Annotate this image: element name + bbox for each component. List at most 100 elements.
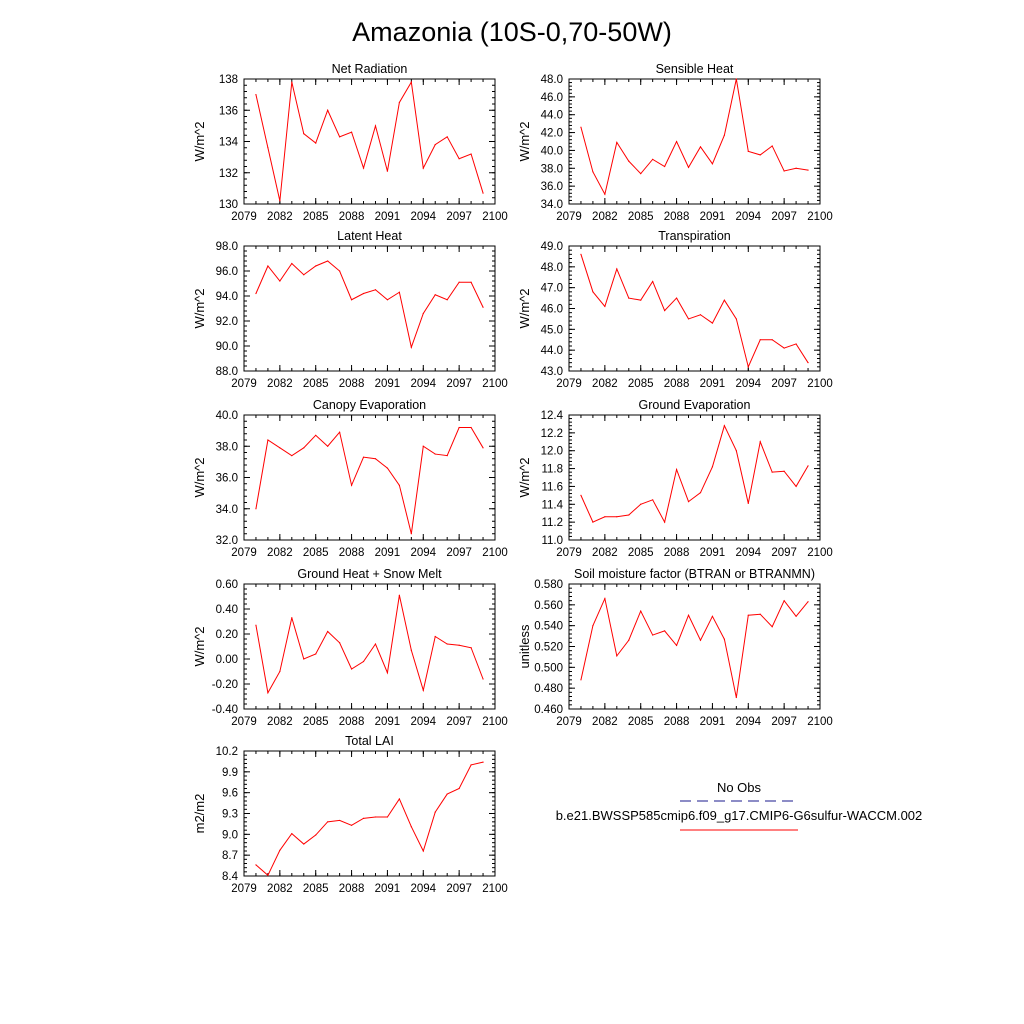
figure-title: Amazonia (10S-0,70-50W) <box>352 17 672 47</box>
data-point <box>482 447 484 449</box>
x-tick-label: 2088 <box>664 716 690 728</box>
x-tick-label: 2079 <box>556 378 582 390</box>
y-tick-label: 34.0 <box>216 504 238 516</box>
data-point <box>315 653 317 655</box>
plot-frame <box>243 245 496 372</box>
data-point <box>711 466 714 468</box>
data-point <box>410 826 412 828</box>
data-point <box>267 147 269 149</box>
data-point <box>735 450 737 452</box>
x-tick-label: 2100 <box>807 211 833 223</box>
x-tick-label: 2097 <box>771 211 797 223</box>
data-point <box>458 281 460 283</box>
data-point <box>640 503 642 505</box>
data-point <box>386 170 389 172</box>
x-tick-label: 2079 <box>556 211 582 223</box>
data-point <box>795 167 797 169</box>
y-tick-label: 0.20 <box>216 629 238 641</box>
y-tick-label: 130 <box>219 199 238 211</box>
x-tick-label: 2094 <box>410 211 436 223</box>
y-tick-label: -0.40 <box>212 704 238 716</box>
y-tick-label: 0.500 <box>534 662 563 674</box>
data-point <box>327 630 329 633</box>
data-point <box>604 516 606 518</box>
data-point <box>434 294 436 296</box>
x-tick-label: 2100 <box>807 716 833 728</box>
data-point <box>616 655 618 657</box>
x-tick-label: 2079 <box>556 716 582 728</box>
data-point <box>699 492 702 494</box>
y-tick-label: 96.0 <box>216 266 238 278</box>
x-tick-label: 2091 <box>700 716 726 728</box>
data-point <box>759 339 761 341</box>
y-axis-label: W/m^2 <box>192 457 207 497</box>
data-point <box>315 142 317 144</box>
data-point <box>362 456 365 458</box>
y-tick-label: 38.0 <box>541 163 563 175</box>
data-point <box>255 508 257 510</box>
data-point <box>675 468 678 471</box>
data-point <box>350 824 353 826</box>
data-point <box>616 141 618 143</box>
x-tick-label: 2085 <box>628 716 654 728</box>
x-tick-label: 2088 <box>339 211 365 223</box>
x-tick-label: 2082 <box>592 547 618 559</box>
data-point <box>604 597 606 600</box>
data-point <box>652 499 654 501</box>
data-point <box>482 761 484 763</box>
data-point <box>759 441 761 443</box>
panel-total-lai: 2079 2082 2085 2088 2091 2094 2097 2100 8.4 8.7 9.… <box>192 734 508 895</box>
y-tick-label: 36.0 <box>541 181 563 193</box>
data-point <box>422 312 424 315</box>
y-tick-label: 0.460 <box>534 704 563 716</box>
x-tick-label: 2100 <box>807 378 833 390</box>
data-point <box>303 658 305 660</box>
data-point <box>267 265 269 267</box>
data-point <box>687 166 690 168</box>
data-point <box>664 309 666 312</box>
x-tick-label: 2088 <box>664 547 690 559</box>
panel-canopy-evaporation: 2079 2082 2085 2088 2091 2094 2097 2100 32.0 34.0… <box>192 398 508 559</box>
x-tick-label: 2097 <box>771 378 797 390</box>
data-point <box>339 136 341 138</box>
x-tick-label: 2094 <box>735 378 761 390</box>
data-point <box>783 347 785 349</box>
y-tick-label: 88.0 <box>216 366 238 378</box>
y-tick-label: 0.00 <box>216 654 238 666</box>
y-tick-label: 12.4 <box>541 410 564 422</box>
data-point <box>327 109 329 111</box>
y-tick-label: 92.0 <box>216 316 238 328</box>
data-point <box>446 793 448 795</box>
data-point <box>315 265 317 267</box>
y-tick-label: 138 <box>219 74 238 86</box>
x-tick-label: 2085 <box>628 547 654 559</box>
data-point <box>446 136 448 138</box>
x-tick-label: 2100 <box>482 716 508 728</box>
data-point <box>410 533 412 535</box>
plot-frame <box>568 583 821 710</box>
data-point <box>446 643 448 645</box>
data-point <box>470 153 472 155</box>
data-point <box>279 280 281 282</box>
data-point <box>783 600 785 602</box>
data-point <box>771 471 773 473</box>
data-point <box>723 134 725 136</box>
data-point <box>458 644 460 646</box>
x-tick-label: 2082 <box>267 211 293 223</box>
y-tick-label: 12.0 <box>541 446 563 458</box>
data-point <box>795 343 797 345</box>
data-point <box>374 458 377 460</box>
data-point <box>327 445 329 447</box>
data-point <box>410 649 412 651</box>
data-point <box>699 314 702 316</box>
y-tick-label: 46.0 <box>541 304 563 316</box>
data-point <box>711 322 714 324</box>
data-point <box>339 819 341 822</box>
panel-title: Canopy Evaporation <box>313 398 426 412</box>
data-point <box>470 764 472 766</box>
data-point <box>687 318 690 320</box>
x-tick-label: 2097 <box>446 716 472 728</box>
y-tick-label: 32.0 <box>216 535 238 547</box>
data-point <box>664 521 666 523</box>
y-tick-label: 42.0 <box>541 128 563 140</box>
